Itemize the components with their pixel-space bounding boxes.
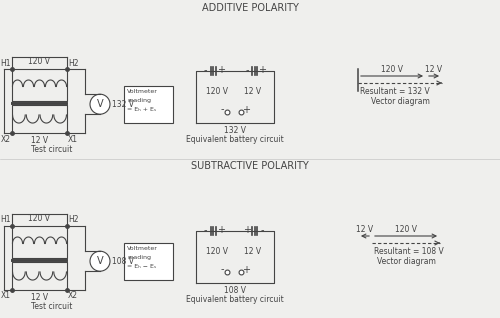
Text: Vector diagram: Vector diagram <box>370 97 430 106</box>
Text: Resultant = 108 V: Resultant = 108 V <box>374 247 444 256</box>
Text: -: - <box>204 65 208 75</box>
Text: +: + <box>258 65 266 75</box>
Text: SUBTRACTIVE POLARITY: SUBTRACTIVE POLARITY <box>191 161 309 171</box>
Text: H1: H1 <box>0 59 11 67</box>
Text: V: V <box>96 99 103 109</box>
Text: Voltmeter: Voltmeter <box>127 246 158 251</box>
Text: 108 V: 108 V <box>224 286 246 295</box>
Text: reading: reading <box>127 98 151 103</box>
Text: Vector diagram: Vector diagram <box>376 257 436 266</box>
Text: ADDITIVE POLARITY: ADDITIVE POLARITY <box>202 3 298 13</box>
Text: 120 V: 120 V <box>28 214 50 223</box>
Text: 12 V: 12 V <box>356 225 374 234</box>
Text: X2: X2 <box>1 135 11 143</box>
Text: Equivalent battery circuit: Equivalent battery circuit <box>186 295 284 304</box>
Text: 120 V: 120 V <box>381 65 403 74</box>
Text: +: + <box>242 265 250 274</box>
Text: 12 V: 12 V <box>244 247 262 256</box>
FancyBboxPatch shape <box>124 86 172 123</box>
FancyBboxPatch shape <box>124 243 172 280</box>
Text: 12 V: 12 V <box>31 293 48 302</box>
Text: Voltmeter: Voltmeter <box>127 89 158 94</box>
Text: Test circuit: Test circuit <box>32 302 72 311</box>
Text: -: - <box>220 105 224 114</box>
Text: 120 V: 120 V <box>206 87 228 96</box>
Text: reading: reading <box>127 255 151 260</box>
Text: = Eₕ − Eₛ: = Eₕ − Eₛ <box>127 264 156 269</box>
Text: +: + <box>242 105 250 114</box>
Text: 108 V: 108 V <box>112 257 134 266</box>
Text: 132 V: 132 V <box>112 100 134 109</box>
Text: X1: X1 <box>1 292 11 301</box>
Text: 120 V: 120 V <box>395 225 417 234</box>
Text: +: + <box>216 65 224 75</box>
Text: 132 V: 132 V <box>224 126 246 135</box>
Text: Equivalent battery circuit: Equivalent battery circuit <box>186 135 284 144</box>
Text: = Eₕ + Eₛ: = Eₕ + Eₛ <box>127 107 156 112</box>
Text: Test circuit: Test circuit <box>32 145 72 154</box>
Text: +: + <box>243 225 251 235</box>
Circle shape <box>90 94 110 114</box>
Circle shape <box>90 251 110 271</box>
Text: H2: H2 <box>68 216 78 225</box>
Text: H1: H1 <box>0 216 11 225</box>
Text: 12 V: 12 V <box>426 65 442 74</box>
Text: X2: X2 <box>68 292 78 301</box>
Text: X1: X1 <box>68 135 78 143</box>
Text: V: V <box>96 256 103 266</box>
Text: Resultant = 132 V: Resultant = 132 V <box>360 87 430 96</box>
Text: H2: H2 <box>68 59 78 67</box>
Text: +: + <box>216 225 224 235</box>
Text: -: - <box>204 225 208 235</box>
Text: -: - <box>220 265 224 274</box>
Text: -: - <box>245 65 249 75</box>
Text: 12 V: 12 V <box>244 87 262 96</box>
Text: 12 V: 12 V <box>31 136 48 145</box>
Text: -: - <box>260 225 264 235</box>
Text: 120 V: 120 V <box>28 57 50 66</box>
Text: 120 V: 120 V <box>206 247 228 256</box>
